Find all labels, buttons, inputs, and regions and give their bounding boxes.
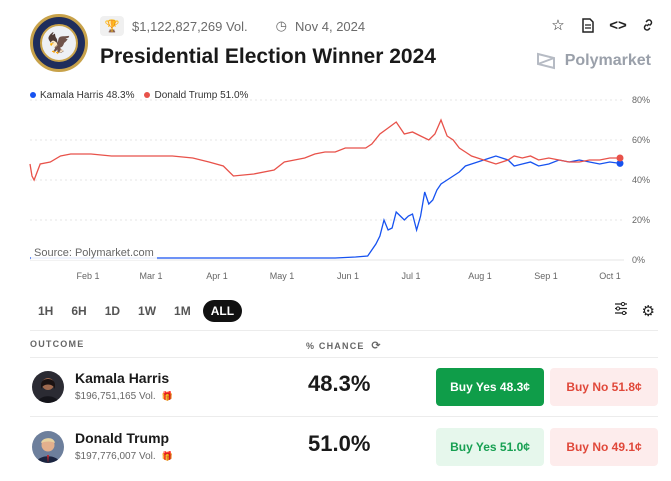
series-end-point-harris	[616, 159, 624, 167]
outcome-row-harris[interactable]: Kamala Harris $196,751,165 Vol. 🎁 48.3% B…	[30, 358, 658, 416]
time-range-selector: 1H 6H 1D 1W 1M ALL	[32, 300, 243, 322]
x-tick-label: May 1	[270, 271, 295, 281]
refresh-icon[interactable]: ⟳	[371, 340, 382, 352]
end-date: Nov 4, 2024	[295, 18, 366, 34]
x-tick-label: Aug 1	[468, 271, 492, 281]
avatar-harris	[32, 371, 64, 403]
polymarket-logo: Polymarket	[535, 50, 651, 72]
event-meta: 🏆 $1,122,827,269 Vol. ◷ Nov 4, 2024	[100, 16, 365, 36]
page-title: Presidential Election Winner 2024	[100, 45, 436, 68]
divider	[30, 416, 658, 417]
x-tick-label: Apr 1	[206, 271, 228, 281]
outcome-volume: $196,751,165 Vol. 🎁	[75, 391, 173, 402]
y-tick-label: 60%	[632, 135, 650, 145]
series-end-point-trump	[616, 154, 624, 162]
divider	[30, 330, 658, 331]
y-tick-label: 0%	[632, 255, 645, 265]
brand-name: Polymarket	[564, 52, 651, 69]
x-tick-label: Sep 1	[534, 271, 558, 281]
range-all[interactable]: ALL	[202, 300, 243, 322]
eagle-icon: 🦅	[40, 24, 78, 62]
outcome-row-trump[interactable]: Donald Trump $197,776,007 Vol. 🎁 51.0% Bu…	[30, 418, 658, 476]
x-tick-label: Oct 1	[599, 271, 621, 281]
outcome-chance: 48.3%	[308, 371, 371, 396]
gift-icon: 🎁	[161, 391, 173, 401]
y-tick-label: 40%	[632, 175, 650, 185]
range-1m[interactable]: 1M	[174, 304, 191, 318]
clock-icon: ◷	[275, 18, 288, 33]
series-line-trump	[29, 118, 620, 182]
y-tick-label: 80%	[632, 95, 650, 105]
total-volume: $1,122,827,269 Vol.	[132, 18, 248, 34]
outcome-chance: 51.0%	[308, 431, 371, 456]
legend-item-trump: Donald Trump 51.0%	[144, 90, 248, 101]
x-tick-label: Jul 1	[401, 271, 420, 281]
buy-no-button[interactable]: Buy No 49.1¢	[550, 428, 658, 466]
chart-source: Source: Polymarket.com	[31, 246, 157, 260]
avatar-trump	[32, 431, 64, 463]
legend-item-harris: Kamala Harris 48.3%	[30, 90, 134, 101]
range-1w[interactable]: 1W	[138, 304, 157, 318]
chart-tools: ⚙	[614, 301, 655, 320]
range-6h[interactable]: 6H	[71, 304, 87, 318]
trophy-icon: 🏆	[100, 16, 124, 36]
code-icon[interactable]: <>	[609, 16, 627, 34]
header-actions: ☆ <>	[549, 15, 657, 35]
outcome-volume: $197,776,007 Vol. 🎁	[75, 451, 173, 462]
polymarket-logo-icon	[536, 52, 555, 70]
column-outcome: OUTCOME	[30, 339, 85, 349]
event-seal-icon: 🦅	[30, 14, 88, 72]
outcome-name: Kamala Harris	[75, 370, 170, 386]
chart-legend: Kamala Harris 48.3% Donald Trump 51.0%	[30, 90, 248, 101]
series-line-harris	[30, 155, 621, 259]
buy-yes-button[interactable]: Buy Yes 51.0¢	[436, 428, 544, 466]
range-1d[interactable]: 1D	[104, 304, 121, 318]
x-tick-label: Mar 1	[139, 271, 162, 281]
buy-yes-button[interactable]: Buy Yes 48.3¢	[436, 368, 544, 406]
sliders-icon[interactable]	[614, 301, 628, 320]
document-icon[interactable]	[579, 15, 597, 35]
buy-no-button[interactable]: Buy No 51.8¢	[550, 368, 658, 406]
y-tick-label: 20%	[632, 215, 650, 225]
gear-icon[interactable]: ⚙	[641, 303, 655, 320]
star-icon[interactable]: ☆	[551, 17, 565, 34]
column-chance: % CHANCE ⟳	[306, 340, 382, 352]
outcome-name: Donald Trump	[75, 430, 170, 446]
range-1h[interactable]: 1H	[38, 304, 54, 318]
link-icon[interactable]	[639, 15, 657, 35]
divider	[30, 357, 658, 358]
x-tick-label: Jun 1	[337, 271, 359, 281]
price-chart[interactable]: 80% 60% 40% 20% 0% Feb 1 Mar 1 Apr 1 May 1 Jun 1 J…	[0, 85, 671, 285]
x-tick-label: Feb 1	[76, 271, 99, 281]
gift-icon: 🎁	[161, 451, 173, 461]
